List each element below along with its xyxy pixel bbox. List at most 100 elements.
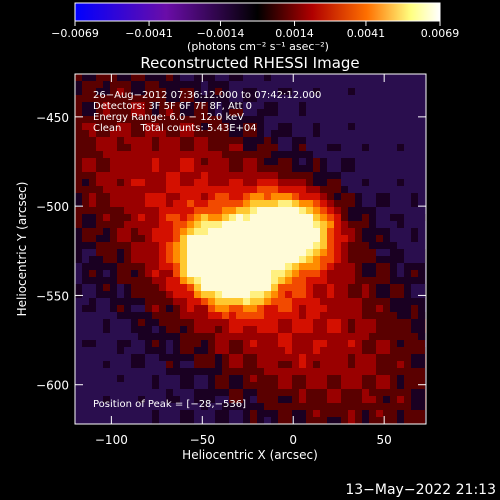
heatmap-cell (75, 95, 82, 102)
heatmap-cell (201, 410, 208, 417)
heatmap-cell (257, 312, 264, 319)
heatmap-cell (110, 270, 117, 277)
heatmap-cell (327, 172, 334, 179)
heatmap-cell (159, 284, 166, 291)
heatmap-cell (285, 179, 292, 186)
heatmap-cell (180, 207, 187, 214)
heatmap-cell (96, 396, 103, 403)
heatmap-cell (145, 214, 152, 221)
heatmap-cell (383, 389, 390, 396)
heatmap-cell (166, 284, 173, 291)
heatmap-cell (327, 137, 334, 144)
heatmap-cell (264, 144, 271, 151)
heatmap-cell (257, 256, 264, 263)
heatmap-cell (110, 382, 117, 389)
heatmap-cell (271, 354, 278, 361)
heatmap-cell (404, 396, 411, 403)
heatmap-cell (215, 221, 222, 228)
heatmap-cell (250, 228, 257, 235)
heatmap-cell (243, 417, 250, 424)
heatmap-cell (397, 305, 404, 312)
heatmap-cell (327, 88, 334, 95)
heatmap-cell (89, 382, 96, 389)
heatmap-cell (117, 74, 124, 81)
heatmap-cell (166, 221, 173, 228)
heatmap-cell (271, 305, 278, 312)
heatmap-cell (334, 249, 341, 256)
heatmap-cell (418, 277, 425, 284)
heatmap-cell (75, 214, 82, 221)
heatmap-cell (236, 277, 243, 284)
heatmap-cell (145, 417, 152, 424)
heatmap-cell (306, 368, 313, 375)
heatmap-cell (173, 333, 180, 340)
heatmap-cell (131, 165, 138, 172)
heatmap-cell (313, 249, 320, 256)
heatmap-cell (320, 172, 327, 179)
heatmap-cell (348, 417, 355, 424)
heatmap-cell (229, 193, 236, 200)
heatmap-cell (348, 200, 355, 207)
heatmap-cell (194, 333, 201, 340)
heatmap-cell (334, 137, 341, 144)
heatmap-cell (362, 95, 369, 102)
heatmap-cell (292, 256, 299, 263)
heatmap-cell (250, 123, 257, 130)
heatmap-cell (215, 368, 222, 375)
heatmap-cell (264, 249, 271, 256)
heatmap-cell (250, 347, 257, 354)
heatmap-cell (376, 284, 383, 291)
heatmap-cell (180, 137, 187, 144)
heatmap-cell (89, 95, 96, 102)
heatmap-cell (327, 333, 334, 340)
heatmap-cell (152, 263, 159, 270)
heatmap-cell (257, 354, 264, 361)
heatmap-cell (103, 298, 110, 305)
heatmap-cell (362, 179, 369, 186)
heatmap-cell (96, 368, 103, 375)
heatmap-cell (222, 333, 229, 340)
heatmap-cell (348, 382, 355, 389)
heatmap-cell (376, 151, 383, 158)
heatmap-cell (110, 186, 117, 193)
heatmap-cell (243, 277, 250, 284)
heatmap-cell (222, 151, 229, 158)
heatmap-cell (341, 256, 348, 263)
heatmap-cell (96, 228, 103, 235)
heatmap-cell (271, 242, 278, 249)
heatmap-cell (264, 158, 271, 165)
heatmap-cell (222, 249, 229, 256)
heatmap-cell (306, 291, 313, 298)
heatmap-cell (292, 235, 299, 242)
heatmap-cell (292, 333, 299, 340)
heatmap-cell (334, 333, 341, 340)
heatmap-cell (222, 403, 229, 410)
heatmap-cell (271, 389, 278, 396)
heatmap-cell (124, 144, 131, 151)
heatmap-cell (327, 242, 334, 249)
heatmap-cell (124, 109, 131, 116)
heatmap-cell (222, 144, 229, 151)
heatmap-cell (75, 277, 82, 284)
heatmap-cell (166, 193, 173, 200)
heatmap-cell (404, 221, 411, 228)
heatmap-cell (159, 256, 166, 263)
heatmap-cell (103, 137, 110, 144)
heatmap-cell (348, 333, 355, 340)
heatmap-cell (208, 95, 215, 102)
heatmap-cell (243, 214, 250, 221)
heatmap-cell (145, 116, 152, 123)
heatmap-cell (187, 186, 194, 193)
heatmap-cell (362, 305, 369, 312)
heatmap-cell (215, 354, 222, 361)
heatmap-cell (341, 389, 348, 396)
heatmap-cell (362, 396, 369, 403)
heatmap-cell (103, 193, 110, 200)
heatmap-cell (124, 284, 131, 291)
heatmap-cell (215, 158, 222, 165)
heatmap-cell (264, 256, 271, 263)
heatmap-cell (166, 165, 173, 172)
heatmap-cell (292, 81, 299, 88)
heatmap-cell (201, 389, 208, 396)
heatmap-cell (285, 368, 292, 375)
